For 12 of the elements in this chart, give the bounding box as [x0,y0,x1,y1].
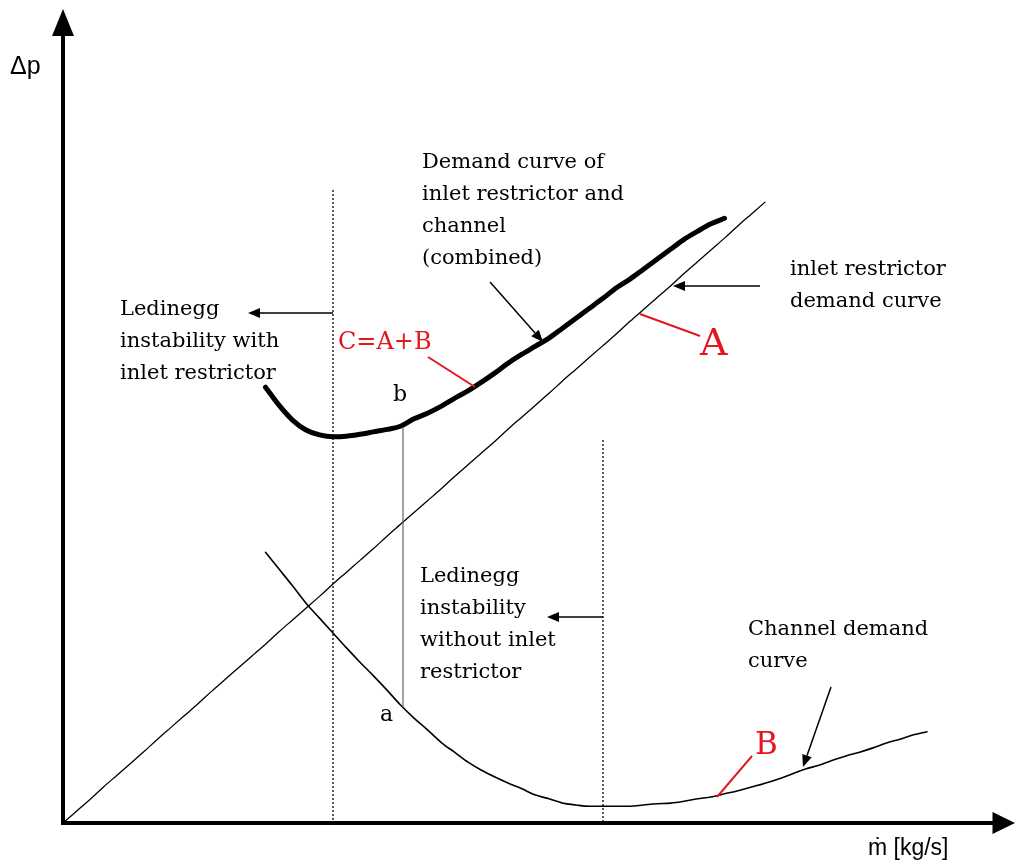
annotation: b [393,381,408,406]
annotation: Ledinegg instability without inlet restrictor [420,562,556,685]
series-label: B [755,725,778,761]
series-label: A [700,320,728,364]
annotation: Demand curve of inlet restrictor and channel (combined) [422,148,624,271]
x-axis-title: ṁ [kg/s] [868,834,949,860]
text: C=A+B [338,327,432,355]
annotation: a [380,701,394,726]
y-axis-title: Δp [10,51,41,79]
annotation: Ledinegg instability with inlet restrictor [120,295,280,386]
annotation: Channel demand curve [748,615,929,674]
annotation: inlet restrictor demand curve [790,255,946,314]
